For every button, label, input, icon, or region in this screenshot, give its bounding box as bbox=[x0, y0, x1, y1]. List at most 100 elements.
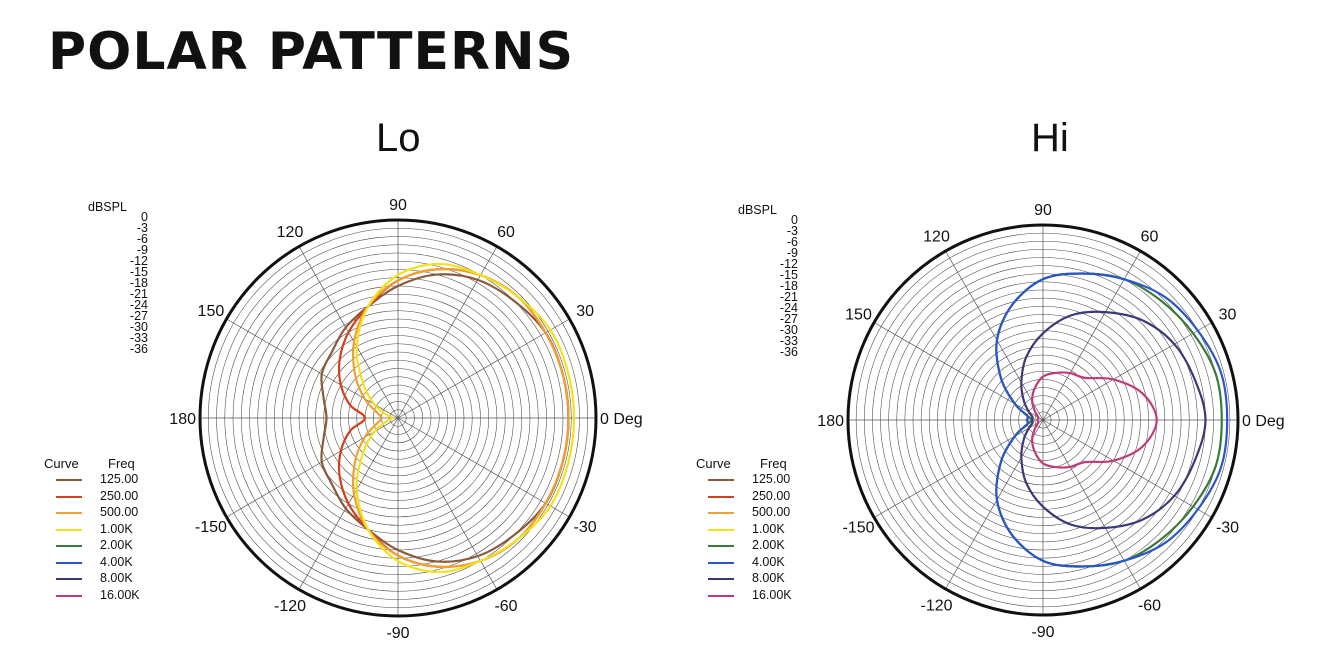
legend-lo: Curve Freq 125.00 250.00 500.00 1.00K 2.00K 4… bbox=[44, 456, 164, 618]
polar-outer-ring bbox=[198, 218, 598, 618]
radial-tick-label: -24 bbox=[779, 301, 798, 315]
grid-spoke bbox=[1042, 322, 1213, 421]
legend-freq-header: Freq bbox=[108, 456, 135, 471]
angle-tick-label: -120 bbox=[274, 598, 306, 615]
radial-tick-label: -9 bbox=[786, 246, 798, 260]
legend-item: 2.00K bbox=[44, 539, 164, 552]
legend-freq-label: 1.00K bbox=[752, 521, 785, 536]
legend-swatch bbox=[56, 495, 82, 498]
series-curve-16-00k bbox=[1031, 371, 1158, 469]
series-curve-1-00k bbox=[355, 262, 576, 574]
angle-tick-label: 150 bbox=[845, 307, 872, 324]
radial-tick-label: -18 bbox=[129, 276, 148, 290]
legend-item: 16.00K bbox=[44, 587, 164, 602]
angle-tick-label: -60 bbox=[494, 598, 517, 615]
legend-swatch bbox=[56, 561, 82, 564]
radial-axis-label-hi: dBSPL bbox=[738, 203, 777, 217]
radial-tick-label: -3 bbox=[136, 221, 148, 235]
legend-freq-label: 125.00 bbox=[100, 472, 139, 486]
angle-tick-label: -150 bbox=[195, 519, 227, 536]
grid-spoke bbox=[945, 419, 1044, 590]
grid-spoke bbox=[397, 318, 570, 419]
grid-spoke bbox=[226, 417, 399, 518]
legend-item: 500.00 bbox=[696, 506, 816, 519]
legend-swatch bbox=[708, 512, 734, 514]
chart-title-hi: Hi bbox=[1031, 116, 1069, 160]
legend-curve-header: Curve bbox=[44, 456, 79, 471]
legend-freq-label: 125.00 bbox=[752, 472, 791, 486]
angle-tick-label: 30 bbox=[1219, 307, 1237, 324]
grid-spoke bbox=[1042, 419, 1213, 518]
legend-swatch bbox=[708, 528, 734, 531]
grid-spoke bbox=[1042, 419, 1141, 590]
legend-item: 2.00K bbox=[696, 539, 816, 552]
legend-freq-label: 250.00 bbox=[100, 488, 139, 503]
legend-swatch bbox=[56, 594, 82, 597]
grid-spoke bbox=[873, 322, 1044, 421]
legend-item: 8.00K bbox=[44, 572, 164, 585]
legend-swatch bbox=[56, 545, 82, 547]
legend-item: 16.00K bbox=[696, 587, 816, 602]
grid-spoke bbox=[1042, 250, 1141, 421]
radial-tick-label: -30 bbox=[779, 323, 798, 337]
angle-tick-label: 180 bbox=[169, 411, 196, 428]
radial-axis-label-lo: dBSPL bbox=[88, 200, 127, 214]
angle-tick-label: 0 Deg bbox=[600, 411, 643, 428]
legend-item: 4.00K bbox=[44, 555, 164, 569]
angle-tick-label: 30 bbox=[576, 303, 594, 320]
radial-tick-label: -15 bbox=[779, 268, 798, 282]
radial-tick-label: -27 bbox=[129, 309, 148, 323]
grid-spoke bbox=[397, 246, 498, 419]
angle-tick-label: 0 Deg bbox=[1242, 413, 1285, 430]
radial-tick-label: -12 bbox=[779, 257, 798, 271]
radial-tick-label: -36 bbox=[779, 345, 798, 359]
angle-tick-label: 90 bbox=[389, 197, 407, 214]
polar-chart-lo: 0 Deg 30 60 90 120 150 180 -150 -120 -90 -60 -30 bbox=[169, 197, 643, 642]
legend-item: 1.00K bbox=[44, 521, 164, 536]
legend-item: 8.00K bbox=[696, 572, 816, 585]
radial-tick-label: 0 bbox=[791, 213, 798, 227]
legend-freq-label: 1.00K bbox=[100, 521, 133, 536]
legend-item: 4.00K bbox=[696, 554, 816, 569]
legend-item: 1.00K bbox=[696, 521, 816, 536]
radial-tick-label: -21 bbox=[779, 290, 798, 304]
radial-tick-list-lo: 0 -3 -6 -9 -12 -15 -18 -21 -24 -27 -30 -33 -36 bbox=[110, 211, 148, 356]
radial-tick-label: -12 bbox=[129, 254, 148, 268]
legend-swatch bbox=[708, 561, 734, 564]
angle-tick-label: -90 bbox=[1031, 624, 1054, 641]
legend-freq-label: 500.00 bbox=[752, 505, 791, 519]
angle-tick-label: 180 bbox=[817, 413, 844, 430]
legend-freq-label: 16.00K bbox=[100, 587, 140, 602]
legend-freq-label: 16.00K bbox=[752, 587, 792, 602]
legend-freq-label: 4.00K bbox=[752, 554, 785, 569]
polar-outer-ring bbox=[846, 223, 1240, 617]
chart-title-lo: Lo bbox=[376, 116, 421, 160]
angle-tick-label: -60 bbox=[1138, 598, 1161, 615]
series-curve-4-00k bbox=[995, 272, 1229, 568]
angle-tick-label: 150 bbox=[198, 303, 225, 320]
angle-tick-label: -150 bbox=[842, 520, 874, 537]
angle-tick-label: -120 bbox=[920, 598, 952, 615]
legend-freq-label: 250.00 bbox=[752, 488, 791, 503]
legend-swatch bbox=[708, 594, 734, 597]
radial-tick-label: -27 bbox=[779, 312, 798, 326]
radial-tick-label: -3 bbox=[786, 224, 798, 238]
polar-grid bbox=[848, 225, 1238, 615]
legend-swatch bbox=[56, 528, 82, 531]
legend-hi: Curve Freq 125.00 250.00 500.00 1.00K 2.00K 4… bbox=[696, 456, 816, 618]
angle-tick-label: 120 bbox=[923, 229, 950, 246]
radial-tick-label: -30 bbox=[129, 320, 148, 334]
radial-tick-label: -6 bbox=[136, 232, 148, 246]
radial-tick-label: -9 bbox=[136, 243, 148, 257]
legend-swatch bbox=[56, 578, 82, 580]
angle-tick-label: 90 bbox=[1034, 202, 1052, 219]
radial-tick-list-hi: 0 -3 -6 -9 -12 -15 -18 -21 -24 -27 -30 -33 -36 bbox=[760, 213, 798, 359]
grid-spoke bbox=[397, 417, 570, 518]
legend-swatch bbox=[56, 479, 82, 481]
series-curve-125-00 bbox=[320, 273, 570, 563]
legend-swatch bbox=[708, 578, 734, 580]
angle-tick-label: 60 bbox=[1141, 229, 1159, 246]
legend-freq-header: Freq bbox=[760, 456, 787, 471]
legend-freq-label: 8.00K bbox=[752, 571, 785, 585]
angle-tick-label: -90 bbox=[386, 625, 409, 642]
